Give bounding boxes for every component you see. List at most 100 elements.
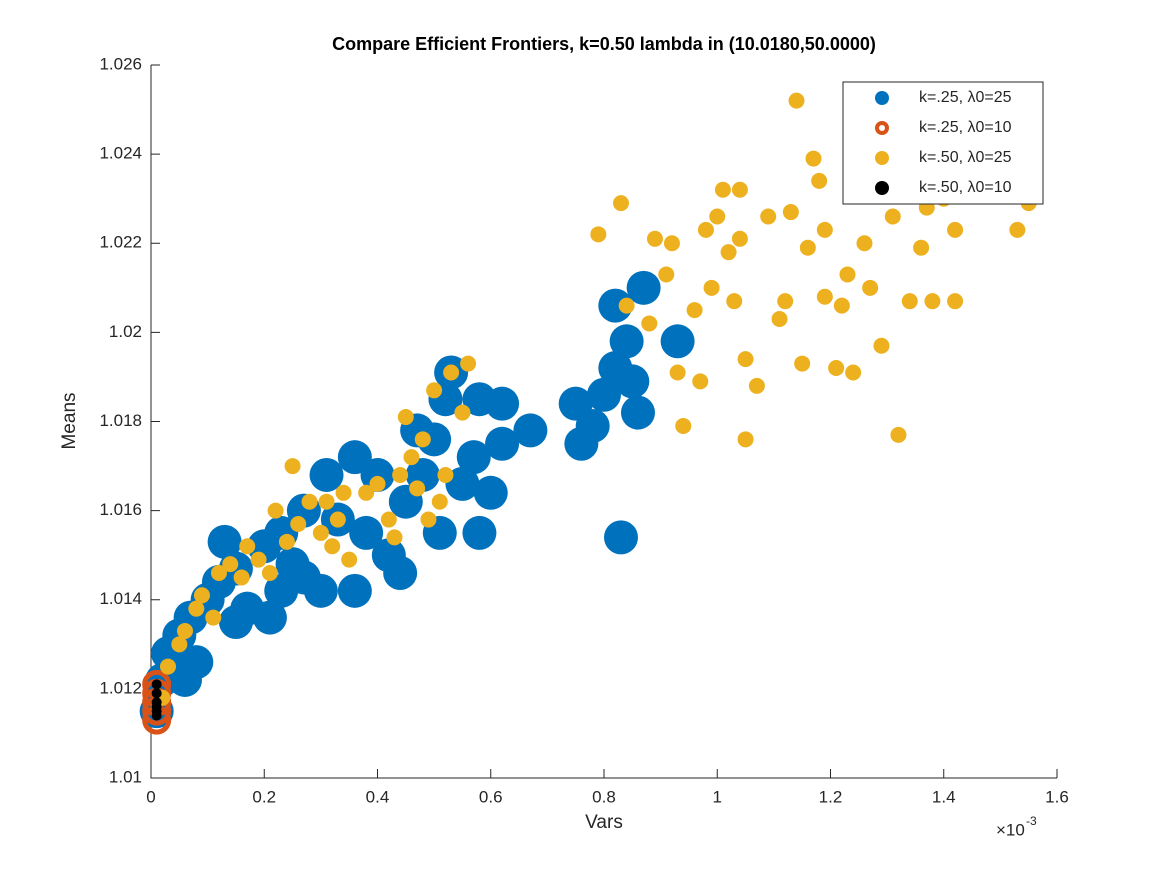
- x-tick-label: 1: [713, 787, 722, 806]
- point: [437, 466, 454, 483]
- point: [590, 226, 607, 243]
- point: [301, 493, 318, 510]
- point: [771, 311, 788, 328]
- point: [720, 244, 737, 261]
- point: [777, 293, 794, 310]
- point: [833, 297, 850, 314]
- point: [609, 324, 644, 359]
- point: [709, 208, 726, 225]
- point: [386, 529, 403, 546]
- legend-label: k=.50, λ0=25: [919, 149, 1012, 166]
- point: [218, 605, 253, 640]
- point: [456, 440, 491, 475]
- point: [703, 279, 720, 296]
- point: [341, 551, 358, 568]
- point: [587, 377, 621, 412]
- legend-marker: [875, 121, 889, 135]
- point: [205, 609, 222, 626]
- y-tick-label: 1.016: [99, 500, 142, 519]
- point: [603, 520, 638, 555]
- point: [159, 658, 176, 675]
- y-tick-label: 1.018: [99, 411, 142, 430]
- legend-box: [842, 81, 1044, 205]
- point: [669, 364, 686, 381]
- point: [760, 208, 777, 225]
- point: [414, 431, 431, 448]
- x-scale-label: ×10: [996, 820, 1025, 839]
- point: [816, 221, 833, 238]
- y-tick-label: 1.01: [109, 767, 142, 786]
- point: [431, 493, 448, 510]
- x-tick-label: 0.8: [592, 787, 616, 806]
- point: [250, 551, 267, 568]
- point: [845, 364, 862, 381]
- point: [409, 480, 426, 497]
- point: [805, 150, 822, 167]
- point: [811, 172, 828, 189]
- point: [828, 360, 845, 377]
- point: [615, 364, 650, 399]
- point: [913, 239, 930, 256]
- point: [686, 302, 703, 319]
- point: [392, 466, 409, 483]
- point: [443, 364, 460, 381]
- point: [924, 293, 941, 310]
- point: [380, 511, 397, 528]
- point: [646, 230, 663, 247]
- point: [856, 235, 873, 252]
- point: [426, 382, 443, 399]
- point: [358, 484, 375, 501]
- x-tick-label: 1.4: [932, 787, 956, 806]
- x-tick-label: 0.6: [479, 787, 503, 806]
- point: [788, 92, 805, 109]
- x-tick-label: 1.6: [1045, 787, 1069, 806]
- legend-label: k=.50, λ0=10: [919, 179, 1012, 196]
- y-tick-label: 1.026: [99, 54, 142, 73]
- point: [513, 413, 548, 448]
- x-tick-label: 0: [146, 787, 155, 806]
- point: [473, 475, 508, 510]
- point: [660, 324, 695, 359]
- point: [485, 426, 520, 461]
- point: [252, 600, 287, 635]
- point: [369, 475, 386, 492]
- point: [748, 377, 765, 394]
- point: [171, 636, 188, 653]
- point: [222, 556, 239, 573]
- point: [731, 181, 748, 198]
- point: [697, 221, 714, 238]
- point: [278, 533, 295, 550]
- point: [794, 355, 811, 372]
- point: [349, 515, 384, 550]
- legend-marker: [875, 151, 889, 165]
- point: [947, 293, 964, 310]
- y-tick-label: 1.02: [109, 322, 142, 341]
- point: [176, 622, 193, 639]
- point: [261, 565, 278, 582]
- point: [862, 279, 879, 296]
- point: [193, 587, 210, 604]
- point: [445, 466, 480, 501]
- point: [460, 355, 477, 372]
- point: [839, 266, 856, 283]
- point: [207, 524, 242, 559]
- legend-marker: [875, 181, 889, 195]
- point: [210, 565, 227, 582]
- x-tick-label: 0.4: [366, 787, 390, 806]
- point: [286, 560, 321, 595]
- point: [1009, 221, 1026, 238]
- point: [360, 457, 395, 492]
- point: [890, 426, 907, 443]
- point: [318, 493, 335, 510]
- point: [267, 502, 284, 519]
- point: [239, 538, 256, 555]
- point: [873, 337, 890, 354]
- point: [309, 457, 344, 492]
- point: [329, 511, 346, 528]
- point: [151, 697, 162, 708]
- point: [618, 297, 635, 314]
- legend-label: k=.25, λ0=25: [919, 89, 1012, 106]
- point: [485, 386, 520, 421]
- point: [626, 270, 661, 305]
- point: [454, 404, 471, 421]
